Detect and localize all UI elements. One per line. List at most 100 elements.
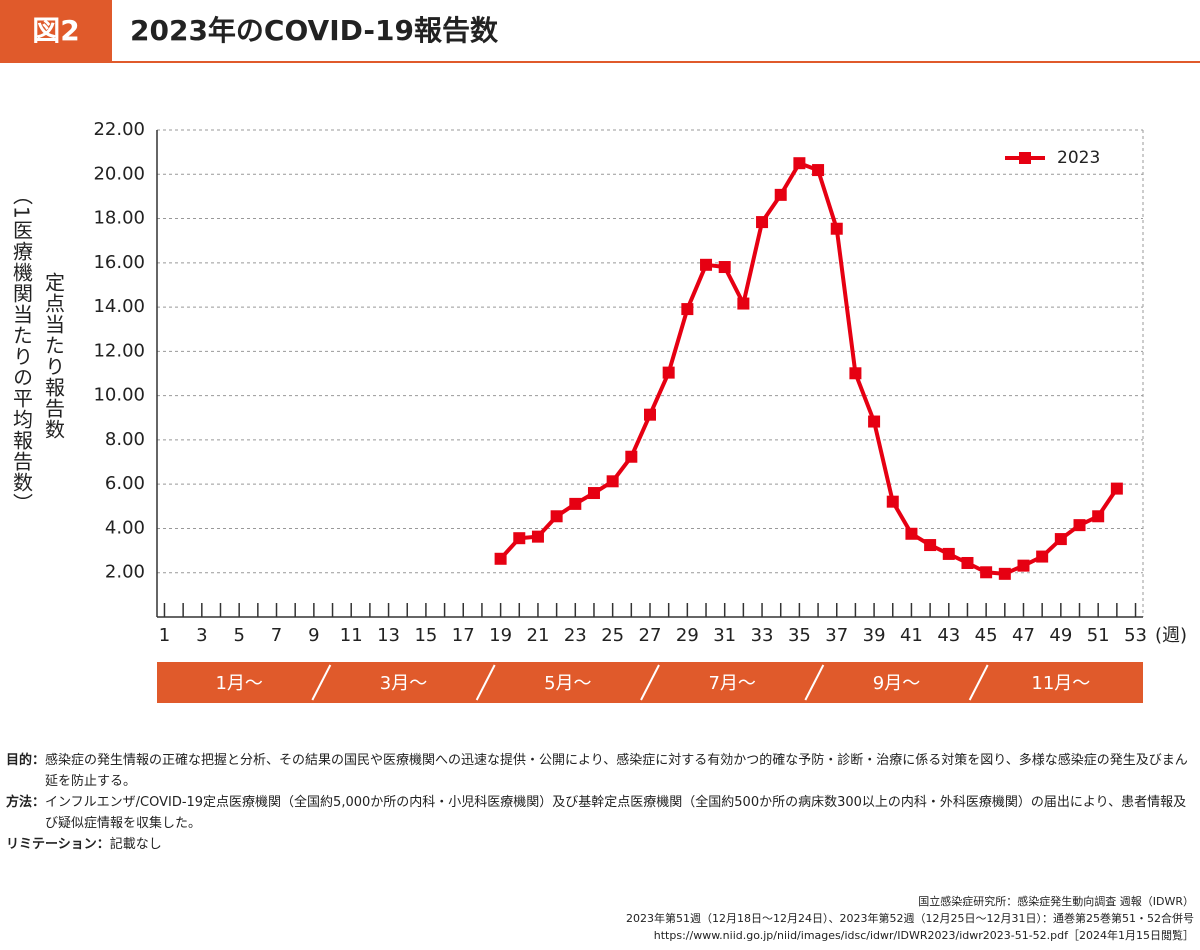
figure-label: 図2 (32, 14, 79, 47)
x-tick-label: 31 (713, 625, 736, 646)
x-tick-label: 37 (825, 625, 848, 646)
x-tick-label: 9 (308, 625, 319, 646)
source-line: 2023年第51週（12月18日〜12月24日）、2023年第52週（12月25… (626, 912, 1194, 925)
y-tick-label: 10.00 (93, 385, 145, 406)
data-point (1036, 550, 1049, 563)
data-point (905, 527, 918, 540)
y-axis-label: 定点当たり報告数 (42, 272, 66, 440)
data-point (1054, 533, 1067, 546)
x-tick-label: 49 (1049, 625, 1072, 646)
data-point (587, 487, 600, 500)
data-point (980, 566, 993, 579)
x-tick-label: 35 (788, 625, 811, 646)
x-tick-label: 1 (159, 625, 170, 646)
x-tick-label: 53 (1124, 625, 1147, 646)
y-tick-label: 18.00 (93, 208, 145, 229)
y-tick-label: 2.00 (105, 562, 145, 583)
month-label: 11月〜 (1031, 673, 1090, 694)
month-separator (804, 664, 825, 701)
x-tick-label: 3 (196, 625, 207, 646)
x-tick-label: 15 (414, 625, 437, 646)
x-tick-label: 5 (233, 625, 244, 646)
month-label: 9月〜 (873, 673, 920, 694)
x-tick-label: 21 (527, 625, 550, 646)
data-point (756, 216, 769, 229)
data-point (513, 532, 526, 545)
x-tick-label: 27 (639, 625, 662, 646)
data-point (662, 366, 675, 379)
x-tick-label: 29 (676, 625, 699, 646)
data-point (812, 164, 825, 177)
data-point (700, 258, 713, 271)
data-point (1017, 559, 1030, 572)
month-separator (311, 664, 332, 701)
data-point (793, 157, 806, 170)
x-tick-label: 23 (564, 625, 587, 646)
legend-marker (1019, 152, 1031, 164)
figure-badge (0, 0, 112, 62)
data-point (849, 367, 862, 380)
x-tick-label: 39 (863, 625, 886, 646)
x-tick-label: 13 (377, 625, 400, 646)
note: リミテーション： 記載なし (6, 834, 1196, 855)
data-point (644, 408, 656, 421)
data-point (737, 297, 750, 310)
note-text: 記載なし (109, 837, 162, 852)
source-line: 国立感染症研究所：感染症発生動向調査 週報（IDWR） (918, 895, 1194, 908)
data-point (942, 547, 955, 560)
x-tick-label: 47 (1012, 625, 1035, 646)
x-tick-label: 41 (900, 625, 923, 646)
month-label: 1月〜 (215, 673, 262, 694)
data-point (531, 530, 544, 543)
source-line: https://www.niid.go.jp/niid/images/idsc/… (653, 929, 1194, 942)
data-point (494, 552, 507, 565)
notes: 目的： 感染症の発生情報の正確な把握と分析、その結果の国民や医療機関への迅速な提供… (6, 750, 1196, 855)
data-point (606, 475, 619, 488)
x-tick-label: 17 (452, 625, 475, 646)
data-point (924, 539, 937, 552)
x-tick-label: 19 (489, 625, 512, 646)
x-tick-label: 43 (937, 625, 960, 646)
data-point (774, 188, 787, 201)
y-tick-label: 6.00 (105, 473, 145, 494)
x-axis-label: (週) (1155, 625, 1187, 646)
data-point (998, 567, 1011, 580)
data-point (1110, 482, 1123, 495)
x-tick-label: 33 (751, 625, 774, 646)
data-point (1092, 510, 1105, 523)
month-label: 3月〜 (380, 673, 427, 694)
y-tick-label: 22.00 (93, 119, 145, 140)
y-tick-label: 4.00 (105, 517, 145, 538)
x-tick-label: 7 (271, 625, 282, 646)
y-tick-label: 8.00 (105, 429, 145, 450)
note-text: インフルエンザ/COVID-19定点医療機関（全国約5,000か所の内科・小児科… (45, 795, 1187, 831)
data-point (681, 303, 694, 316)
data-point (718, 261, 731, 274)
data-point (830, 222, 843, 235)
y-tick-label: 16.00 (93, 252, 145, 273)
data-point (1073, 519, 1086, 532)
x-tick-label: 45 (975, 625, 998, 646)
data-point (961, 556, 974, 569)
month-label: 5月〜 (544, 673, 591, 694)
chart: 図2 2023年のCOVID-19報告数 （1医療機関当たりの平均報告数） 定点… (0, 0, 1200, 703)
month-separator (640, 664, 660, 701)
x-tick-label: 11 (340, 625, 363, 646)
data-point (868, 415, 881, 428)
note: 方法： インフルエンザ/COVID-19定点医療機関（全国約5,000か所の内科・… (6, 792, 1196, 834)
source: 国立感染症研究所：感染症発生動向調査 週報（IDWR） 2023年第51週（12月… (626, 893, 1194, 944)
y-tick-label: 12.00 (93, 340, 145, 361)
month-separator (475, 664, 496, 701)
y-axis-label-2: （1医療機関当たりの平均報告数） (10, 185, 34, 514)
month-separator (968, 664, 989, 701)
y-tick-label: 14.00 (93, 296, 145, 317)
note-label: 目的： (6, 753, 46, 768)
data-point (625, 450, 638, 463)
data-point (886, 495, 899, 508)
note-text: 感染症の発生情報の正確な把握と分析、その結果の国民や医療機関への迅速な提供・公開… (45, 753, 1188, 789)
x-tick-label: 51 (1087, 625, 1110, 646)
data-line (499, 161, 1119, 576)
legend-label: 2023 (1057, 148, 1100, 168)
note-label: 方法： (6, 795, 46, 810)
